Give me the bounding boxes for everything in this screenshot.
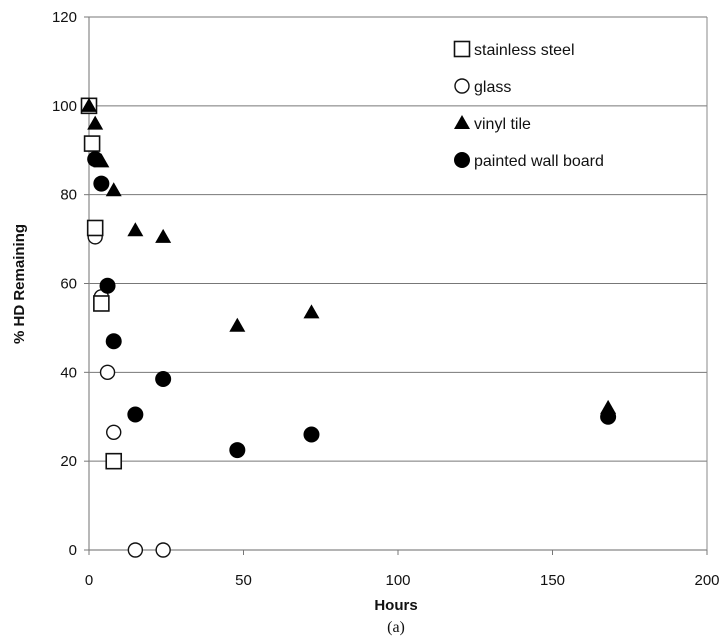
legend-label-stainless-steel: stainless steel [474,42,575,59]
point-glass-4 [106,424,122,440]
x-tick-label-0: 0 [85,572,93,589]
x-tick-labels: 0 50 100 150 200 [85,550,720,589]
point-painted-wall-board-6 [229,442,246,459]
x-tick-label-100: 100 [385,572,410,589]
point-stainless-steel-2 [86,219,104,237]
point-glass-5 [127,542,144,558]
y-tick-labels: 0 20 40 60 80 100 120 [52,9,89,559]
legend: stainless steel glass vinyl tile painted wa… [453,40,604,170]
y-tick-label-0: 0 [69,542,77,559]
point-stainless-steel-1 [83,135,101,152]
legend-label-painted-wall-board: painted wall board [474,153,604,170]
y-axis-title: % HD Remaining [11,224,28,344]
point-vinyl-tile-3 [105,182,122,197]
point-glass-6 [155,542,171,558]
point-painted-wall-board-1 [93,175,110,192]
x-tick-label-50: 50 [235,572,252,589]
figure-caption: (a) [387,619,405,636]
point-painted-wall-board-7 [303,426,320,443]
point-stainless-steel-3 [93,295,110,312]
y-tick-label-100: 100 [52,98,77,115]
point-painted-wall-board-8 [600,408,617,425]
point-painted-wall-board-0 [87,151,104,168]
point-vinyl-tile-5 [155,228,172,243]
x-tick-label-150: 150 [540,572,565,589]
point-painted-wall-board-4 [127,406,144,423]
y-tick-label-40: 40 [60,364,77,381]
point-vinyl-tile-6 [229,317,246,332]
data-points [80,97,617,558]
y-tick-label-60: 60 [60,276,77,293]
point-vinyl-tile-1 [87,115,104,130]
legend-label-vinyl-tile: vinyl tile [474,116,531,133]
point-stainless-steel-4 [105,452,123,470]
gridlines [89,16,707,462]
x-axis-title: Hours [374,597,417,614]
legend-marker-vinyl-tile [454,115,470,129]
y-tick-label-120: 120 [52,9,77,26]
point-vinyl-tile-4 [127,222,144,237]
legend-marker-stainless-steel [453,40,471,58]
legend-marker-painted-wall-board [454,152,470,168]
y-tick-label-20: 20 [60,453,77,470]
legend-label-glass: glass [474,79,511,96]
point-painted-wall-board-3 [105,333,122,350]
point-vinyl-tile-7 [303,304,320,319]
point-vinyl-tile-0 [81,97,97,112]
y-tick-label-80: 80 [60,187,77,204]
point-painted-wall-board-5 [155,370,172,387]
point-glass-3 [99,364,116,381]
point-painted-wall-board-2 [99,277,116,294]
x-tick-label-200: 200 [694,572,719,589]
legend-marker-glass [454,78,470,94]
